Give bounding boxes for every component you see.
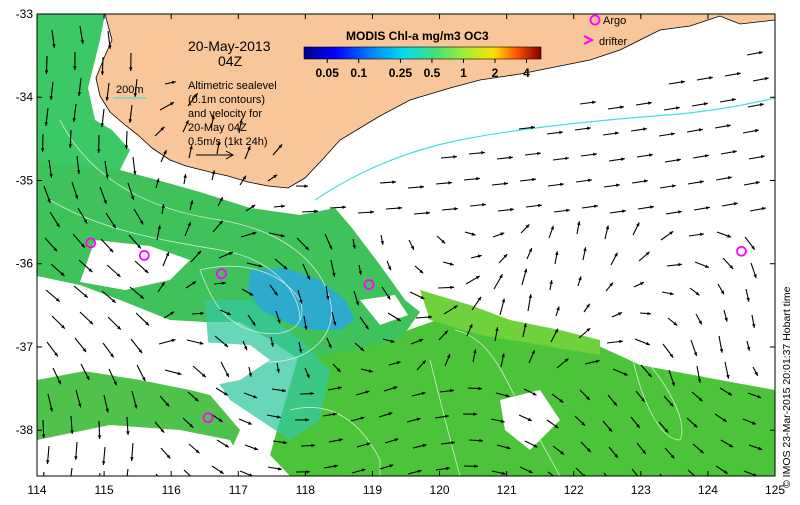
- velocity-arrow-head: [609, 480, 613, 484]
- credit-text: © IMOS 23-Mar-2015 20:01:37 Hobart time: [781, 286, 793, 488]
- y-tick-label: -34: [16, 90, 34, 104]
- info-line: Altimetric sealevel: [188, 80, 277, 92]
- y-tick-label: -36: [16, 257, 34, 271]
- colorbar-tick-label: 4: [523, 66, 530, 80]
- y-tick-label: -37: [16, 340, 34, 354]
- velocity-arrow-head: [637, 476, 641, 480]
- velocity-arrow-head: [666, 481, 670, 485]
- x-tick-label: 120: [430, 483, 450, 497]
- x-tick-label: 115: [95, 483, 114, 497]
- x-tick-label: 118: [296, 483, 315, 497]
- argo-legend-label: Argo: [603, 15, 626, 27]
- x-tick-label: 119: [363, 483, 382, 497]
- velocity-arrow-head: [124, 483, 127, 487]
- drifter-legend-label: drifter: [599, 36, 627, 48]
- x-tick-label: 124: [698, 483, 718, 497]
- info-line: 0.5m/s (1kt 24h): [188, 136, 267, 148]
- map-date: 20-May-2013: [188, 38, 271, 54]
- colorbar-tick-label: 0.1: [350, 66, 367, 80]
- contour-legend-label: 200m: [116, 84, 144, 96]
- colorbar-tick-label: 0.05: [316, 66, 340, 80]
- x-tick-label: 121: [497, 483, 517, 497]
- x-tick-label: 117: [229, 483, 248, 497]
- y-tick-label: -35: [16, 173, 34, 187]
- colorbar-tick-label: 2: [492, 66, 499, 80]
- x-tick-label: 114: [27, 483, 46, 497]
- colorbar-tick-label: 0.25: [389, 66, 413, 80]
- y-tick-label: -38: [16, 423, 34, 437]
- info-line: 20-May 04Z: [188, 122, 247, 134]
- x-tick-label: 123: [631, 483, 651, 497]
- velocity-arrow-head: [555, 477, 559, 481]
- colorbar-gradient: [304, 47, 541, 59]
- x-tick-label: 116: [162, 483, 181, 497]
- y-tick-label: -33: [16, 7, 34, 21]
- colorbar-tick-label: 0.5: [424, 66, 441, 80]
- info-line: (0.1m contours): [188, 94, 265, 106]
- velocity-arrow-head: [68, 482, 71, 486]
- info-line: and velocity for: [188, 108, 262, 120]
- colorbar-tick-label: 1: [460, 66, 467, 80]
- colorbar-title: MODIS Chl-a mg/m3 OC3: [346, 29, 489, 43]
- x-tick-label: 122: [564, 483, 584, 497]
- map-time: 04Z: [218, 53, 243, 69]
